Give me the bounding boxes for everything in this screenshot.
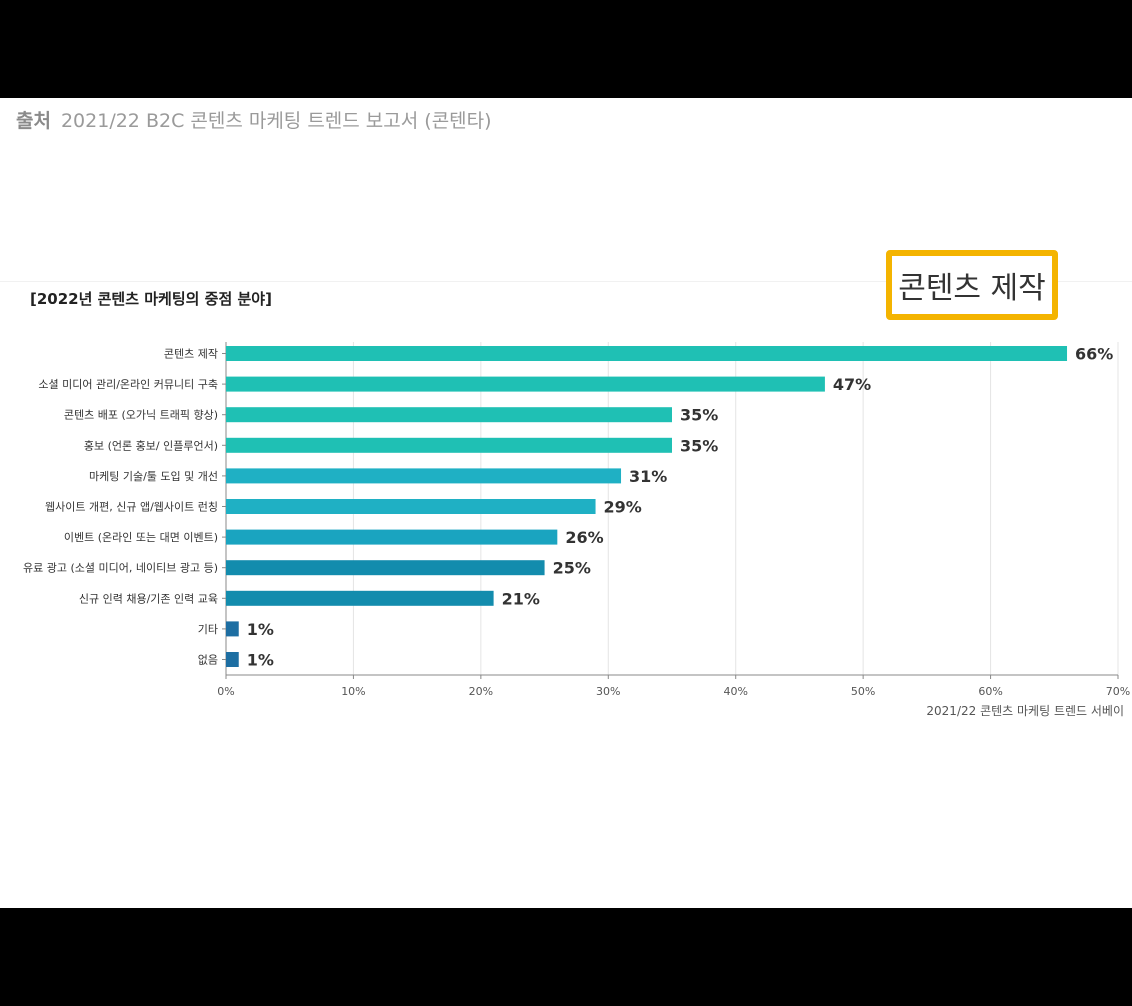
callout-box: 콘텐츠 제작 [886, 250, 1058, 320]
value-label: 21% [502, 589, 540, 608]
x-tick-label: 10% [341, 685, 365, 698]
value-label: 47% [833, 375, 871, 394]
x-tick-label: 50% [851, 685, 875, 698]
category-label: 기타 [198, 623, 218, 636]
bar [226, 590, 494, 606]
value-label: 1% [247, 651, 274, 670]
category-label: 없음 [198, 654, 218, 667]
category-label: 홍보 (언론 홍보/ 인플루언서) [84, 438, 218, 452]
bar [226, 407, 672, 423]
value-label: 25% [553, 559, 591, 578]
chart-canvas: 출처 2021/22 B2C 콘텐츠 마케팅 트렌드 보고서 (콘텐타) [202… [0, 98, 1132, 908]
source-text: 2021/22 B2C 콘텐츠 마케팅 트렌드 보고서 (콘텐타) [60, 110, 492, 132]
bar [226, 529, 558, 545]
bar [226, 376, 825, 392]
bar [226, 621, 239, 637]
category-label: 콘텐츠 배포 (오가닉 트래픽 향상) [64, 409, 218, 422]
value-label: 31% [629, 467, 667, 486]
x-tick-label: 40% [723, 685, 747, 698]
source-caption: 출처 2021/22 B2C 콘텐츠 마케팅 트렌드 보고서 (콘텐타) [16, 106, 492, 133]
chart-source-note: 2021/22 콘텐츠 마케팅 트렌드 서베이 [926, 704, 1124, 718]
x-tick-label: 0% [217, 685, 234, 698]
value-label: 29% [604, 498, 642, 517]
category-label: 웹사이트 개편, 신규 앱/웹사이트 런칭 [45, 501, 218, 514]
bar [226, 560, 545, 576]
bar [226, 499, 596, 514]
bar [226, 346, 1068, 361]
category-label: 마케팅 기술/툴 도입 및 개선 [89, 470, 218, 483]
value-label: 66% [1075, 345, 1113, 364]
x-tick-label: 20% [469, 685, 493, 698]
value-label: 26% [565, 528, 603, 547]
category-label: 이벤트 (온라인 또는 대면 이벤트) [64, 531, 218, 544]
value-label: 35% [680, 436, 718, 455]
x-tick-label: 30% [596, 685, 620, 698]
category-label: 신규 인력 채용/기존 인력 교육 [79, 592, 218, 605]
value-label: 35% [680, 406, 718, 425]
bar [226, 437, 672, 453]
value-label: 1% [247, 620, 274, 639]
category-label: 소셜 미디어 관리/온라인 커뮤니티 구축 [38, 378, 218, 391]
bar [226, 652, 239, 667]
x-tick-label: 60% [978, 685, 1002, 698]
bar [226, 468, 622, 484]
chart-title: [2022년 콘텐츠 마케팅의 중점 분야] [30, 290, 272, 308]
category-label: 콘텐츠 제작 [164, 348, 218, 361]
category-label: 유료 광고 (소셜 미디어, 네이티브 광고 등) [23, 562, 218, 575]
x-tick-label: 70% [1106, 685, 1130, 698]
bar-chart: 0% 10% 20% 30% 40% 50% 60% 70% 콘텐츠 제작 66% 소셜 미디어 관… [23, 342, 1130, 718]
divider [0, 281, 1132, 282]
source-lead: 출처 [16, 110, 51, 132]
callout-text: 콘텐츠 제작 [898, 271, 1046, 306]
